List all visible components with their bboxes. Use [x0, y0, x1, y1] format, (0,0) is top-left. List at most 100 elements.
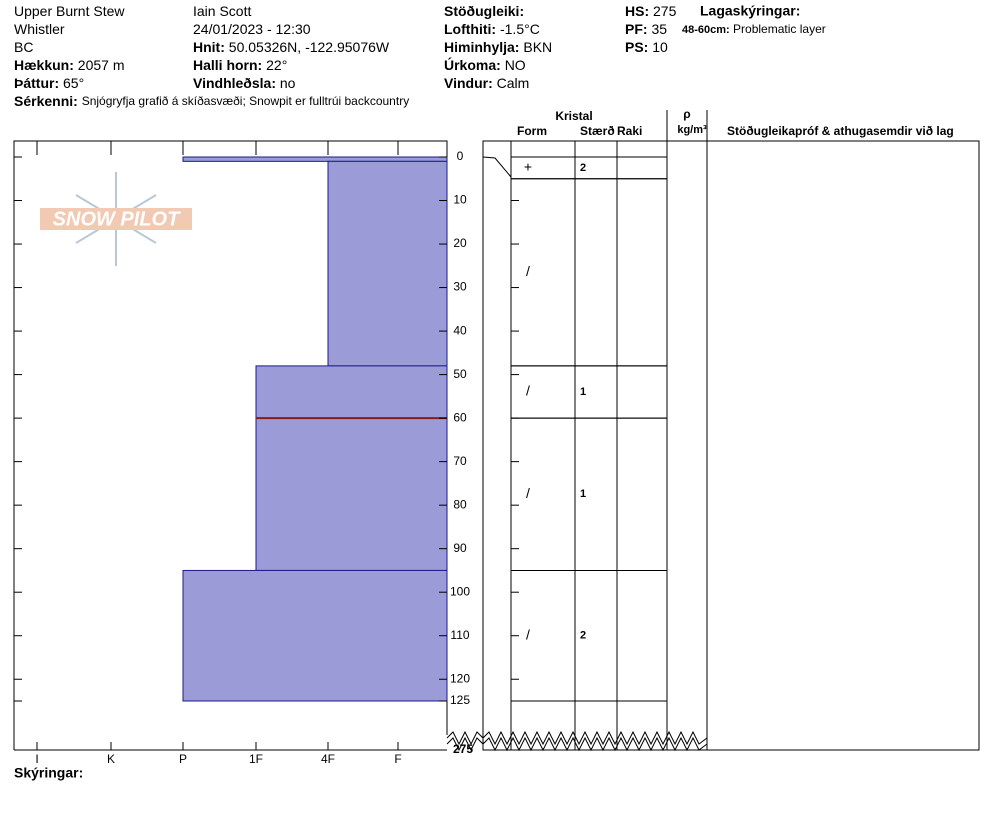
depth-label: 125 — [450, 693, 470, 707]
field-value: 50.05326N, -122.95076W — [229, 39, 390, 55]
header-field: BC — [14, 39, 33, 55]
field-label: Hækkun: — [14, 57, 74, 73]
field-value: 275 — [653, 3, 677, 19]
header-field: Iain Scott — [193, 3, 251, 19]
crystal-form: / — [526, 626, 530, 642]
depth-label: 110 — [450, 628, 469, 642]
hardness-label: K — [107, 752, 115, 766]
depth-label: 10 — [453, 193, 467, 207]
header-field: Hnit: 50.05326N, -122.95076W — [193, 39, 390, 55]
hardness-label: I — [35, 752, 38, 766]
hardness-label: P — [179, 752, 187, 766]
field-label: Lofthiti: — [444, 21, 496, 37]
header-field: Vindur: Calm — [444, 75, 529, 91]
field-label: Stöðugleiki: — [444, 3, 524, 19]
field-label: PF: — [625, 21, 648, 37]
remarks-value: Snjógryfja grafið á skíðasvæði; Snowpit … — [82, 94, 410, 108]
depth-label: 30 — [453, 280, 467, 294]
field-label: HS: — [625, 3, 649, 19]
hardness-bar — [327, 160, 448, 367]
header-field: Upper Burnt Stew — [14, 3, 125, 19]
field-value: no — [280, 75, 296, 91]
field-value: NO — [505, 57, 526, 73]
field-label: Hnit: — [193, 39, 225, 55]
col-header: ρ — [683, 107, 690, 121]
legend-title: Skýringar: — [14, 765, 83, 781]
field-value: Upper Burnt Stew — [14, 3, 125, 19]
header-field: Lofthiti: -1.5°C — [444, 21, 540, 37]
header-field: Hækkun: 2057 m — [14, 57, 125, 73]
remarks-label: Sérkenni: — [14, 93, 78, 109]
field-value: -1.5°C — [500, 21, 540, 37]
field-value: BC — [14, 39, 33, 55]
hardness-label: 4F — [321, 752, 335, 766]
field-value: 24/01/2023 - 12:30 — [193, 21, 311, 37]
note-label: 48-60cm: — [682, 24, 730, 36]
crystal-form: / — [526, 263, 530, 279]
field-label: Vindur: — [444, 75, 493, 91]
col-header: Kristal — [555, 109, 592, 123]
header-field: Úrkoma: NO — [444, 56, 526, 73]
depth-label: 120 — [450, 671, 470, 685]
hardness-bar — [182, 569, 448, 702]
field-value: 22° — [266, 57, 287, 73]
depth-label: 100 — [450, 584, 470, 598]
logo-band — [40, 208, 192, 230]
header-field: Stöðugleiki: — [444, 3, 524, 19]
header-field: 24/01/2023 - 12:30 — [193, 21, 311, 37]
col-header: Form — [517, 124, 547, 138]
hardness-label: 1F — [249, 752, 263, 766]
total-depth: 275 — [453, 742, 473, 756]
field-value: 65° — [63, 75, 84, 91]
field-value: 2057 m — [78, 57, 125, 73]
depth-label: 40 — [453, 323, 467, 337]
depth-label: 90 — [453, 541, 467, 555]
notes-title: Lagaskýringar: — [700, 3, 800, 19]
header-field: Vindhleðsla: no — [193, 75, 296, 91]
field-label: Vindhleðsla: — [193, 75, 276, 91]
logo-text: SNOW PILOT — [53, 208, 181, 230]
field-value: Whistler — [14, 21, 65, 37]
header-field: Þáttur: 65° — [14, 75, 84, 91]
crystal-size: 2 — [580, 162, 586, 174]
header-field: HS: 275 — [625, 3, 677, 19]
hardness-label: F — [394, 752, 401, 766]
field-label: Þáttur: — [14, 75, 59, 91]
depth-label: 50 — [453, 367, 467, 381]
note-value: Problematic layer — [733, 22, 826, 36]
field-label: Himinhylja: — [444, 39, 519, 55]
hardness-bar — [255, 365, 448, 571]
header-field: PS: 10 — [625, 39, 668, 55]
layer-note: 48-60cm: Problematic layer — [682, 22, 826, 36]
col-header: Raki — [617, 124, 642, 138]
header-field: Halli horn: 22° — [193, 57, 287, 73]
field-value: 35 — [651, 21, 667, 37]
crystal-form: + — [524, 159, 532, 175]
remarks: Sérkenni: Snjógryfja grafið á skíðasvæði… — [14, 93, 409, 109]
field-value: BKN — [523, 39, 552, 55]
header-field: Whistler — [14, 21, 65, 37]
hardness-bar — [182, 156, 448, 162]
depth-label: 20 — [453, 236, 467, 250]
field-label: PS: — [625, 39, 648, 55]
crystal-form: / — [526, 485, 530, 501]
depth-label: 80 — [453, 497, 467, 511]
depth-label: 70 — [453, 454, 467, 468]
header-field: Himinhylja: BKN — [444, 39, 552, 55]
col-header: Stærð — [580, 124, 615, 138]
col-header: kg/m³ — [677, 124, 707, 136]
depth-label: 0 — [457, 149, 464, 163]
header-field: PF: 35 — [625, 21, 667, 37]
crystal-form: / — [526, 383, 530, 399]
frame — [13, 110, 980, 752]
field-value: 10 — [652, 39, 668, 55]
crystal-size: 1 — [580, 488, 586, 500]
field-label: Halli horn: — [193, 57, 262, 73]
crystal-size: 1 — [580, 386, 586, 398]
col-header: Stöðugleikapróf & athugasemdir við lag — [727, 124, 954, 138]
field-value: Iain Scott — [193, 3, 251, 19]
field-value: Calm — [497, 75, 530, 91]
field-label: Úrkoma: — [444, 56, 501, 73]
depth-label: 60 — [453, 410, 467, 424]
